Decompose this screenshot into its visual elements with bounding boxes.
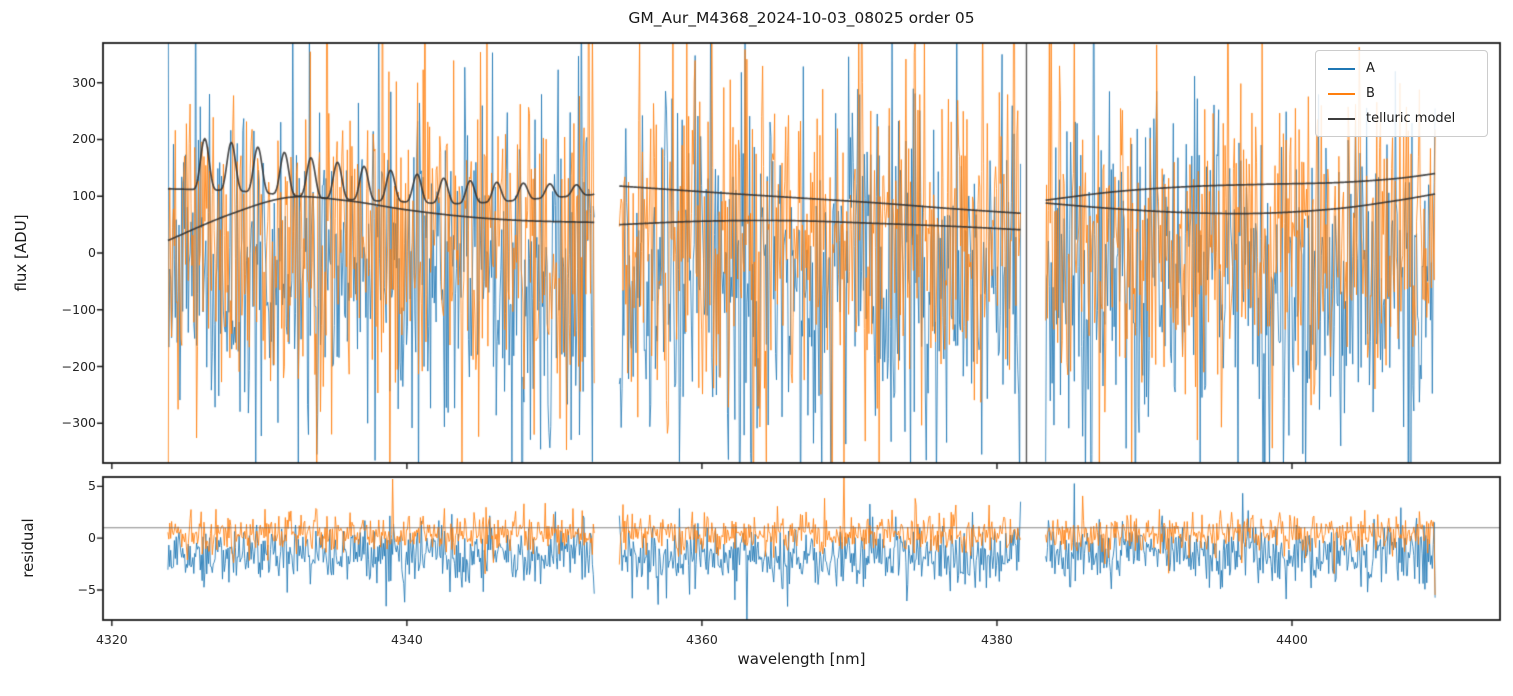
legend-item-telluric: telluric model — [1328, 111, 1475, 126]
residual-y-axis-label: residual — [19, 518, 37, 578]
plot-title: GM_Aur_M4368_2024-10-03_08025 order 05 — [628, 9, 975, 27]
legend-item-b: B — [1328, 86, 1475, 101]
legend-label-b: B — [1366, 86, 1375, 101]
legend-label-telluric: telluric model — [1366, 111, 1456, 126]
legend: A B telluric model — [1315, 50, 1488, 137]
flux-y-axis-label: flux [ADU] — [12, 214, 30, 292]
legend-item-a: A — [1328, 61, 1475, 76]
legend-line-swatch-b — [1328, 92, 1355, 95]
legend-line-swatch-telluric — [1328, 117, 1355, 120]
x-axis-label: wavelength [nm] — [737, 650, 866, 668]
legend-line-swatch-a — [1328, 67, 1355, 70]
legend-label-a: A — [1366, 61, 1375, 76]
